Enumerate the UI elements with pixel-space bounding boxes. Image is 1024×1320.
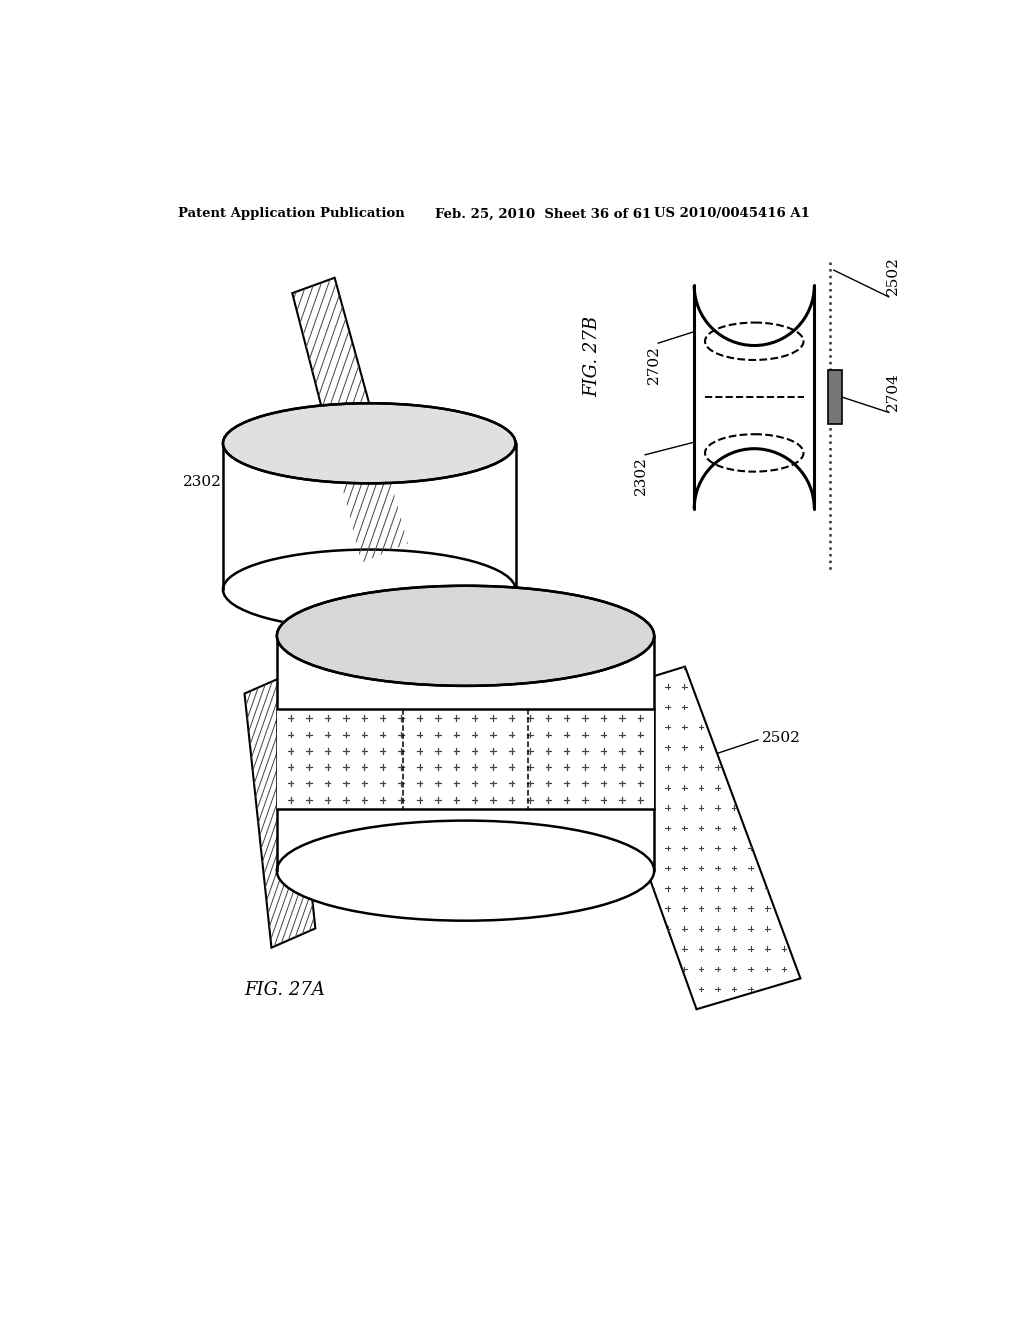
Polygon shape	[223, 444, 515, 590]
Text: 2502: 2502	[886, 256, 900, 296]
Text: 2702: 2702	[275, 719, 313, 734]
Text: US 2010/0045416 A1: US 2010/0045416 A1	[654, 207, 810, 220]
Polygon shape	[828, 370, 842, 424]
Text: 2702: 2702	[647, 345, 662, 384]
Text: Patent Application Publication: Patent Application Publication	[178, 207, 406, 220]
Polygon shape	[276, 636, 654, 871]
Ellipse shape	[223, 549, 515, 630]
Ellipse shape	[276, 821, 654, 921]
Text: 2302: 2302	[182, 475, 221, 488]
Text: FIG. 27A: FIG. 27A	[245, 981, 326, 999]
Text: Feb. 25, 2010  Sheet 36 of 61: Feb. 25, 2010 Sheet 36 of 61	[435, 207, 651, 220]
Polygon shape	[276, 709, 654, 809]
Ellipse shape	[223, 404, 515, 483]
Polygon shape	[585, 667, 801, 1010]
Text: 2302: 2302	[446, 634, 485, 647]
Text: 2302: 2302	[634, 457, 648, 495]
Polygon shape	[292, 277, 408, 562]
Text: FIG. 27B: FIG. 27B	[584, 315, 601, 397]
Ellipse shape	[276, 586, 654, 686]
Polygon shape	[245, 675, 315, 948]
Text: 2704: 2704	[886, 372, 900, 411]
Polygon shape	[694, 285, 814, 508]
Text: 2502: 2502	[762, 731, 801, 746]
